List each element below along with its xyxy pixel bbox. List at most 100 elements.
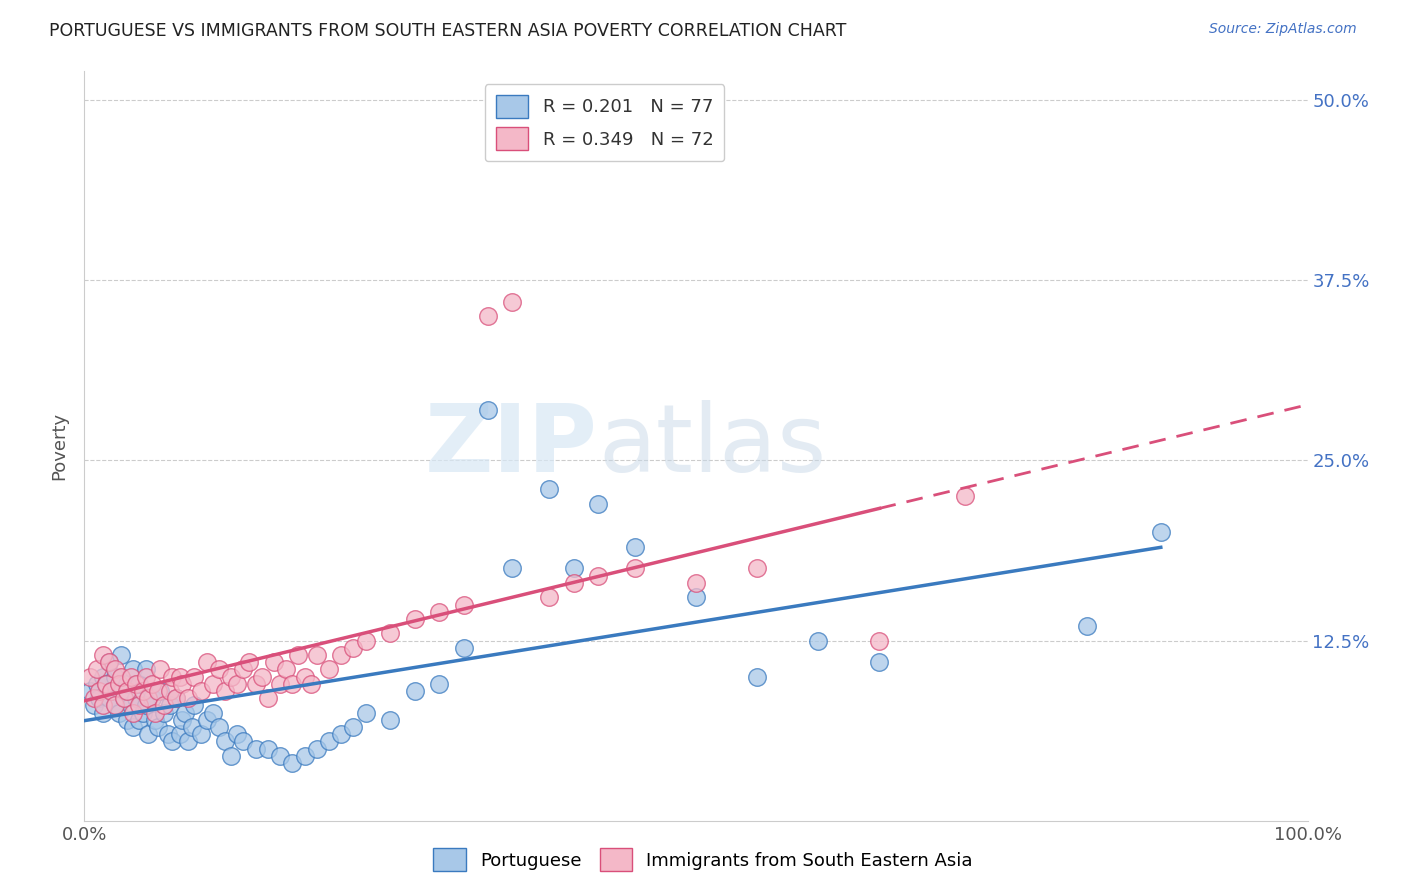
Point [169, 669, 191, 683]
Point [404, 684, 426, 698]
Point [318, 734, 340, 748]
Point [96, 677, 118, 691]
Point [232, 662, 254, 676]
Point [183, 698, 205, 713]
Point [226, 677, 249, 691]
Point [100, 684, 122, 698]
Point [318, 662, 340, 676]
Text: PORTUGUESE VS IMMIGRANTS FROM SOUTH EASTERN ASIA POVERTY CORRELATION CHART: PORTUGUESE VS IMMIGRANTS FROM SOUTH EAST… [49, 22, 846, 40]
Point [477, 310, 499, 324]
Point [502, 294, 524, 309]
Point [1150, 525, 1173, 540]
Point [104, 698, 127, 713]
Point [86, 662, 108, 676]
Point [97, 655, 120, 669]
Point [219, 669, 242, 683]
Point [107, 677, 129, 691]
Point [128, 713, 150, 727]
Point [287, 648, 309, 662]
Point [269, 677, 291, 691]
Point [342, 640, 364, 655]
Point [190, 727, 212, 741]
Point [91, 648, 114, 662]
Point [1076, 619, 1098, 633]
Point [79, 669, 101, 683]
Point [115, 684, 138, 698]
Point [136, 691, 159, 706]
Point [195, 655, 218, 669]
Point [263, 655, 285, 669]
Point [226, 727, 249, 741]
Point [83, 698, 105, 713]
Point [807, 633, 830, 648]
Point [502, 561, 524, 575]
Point [143, 713, 166, 727]
Point [97, 655, 120, 669]
Point [477, 403, 499, 417]
Point [276, 662, 298, 676]
Text: Source: ZipAtlas.com: Source: ZipAtlas.com [1209, 22, 1357, 37]
Point [173, 706, 195, 720]
Point [281, 677, 304, 691]
Point [305, 741, 328, 756]
Point [83, 691, 105, 706]
Point [141, 691, 163, 706]
Point [115, 677, 138, 691]
Point [97, 691, 120, 706]
Point [132, 706, 155, 720]
Point [104, 662, 127, 676]
Point [305, 648, 328, 662]
Point [128, 698, 150, 713]
Point [181, 720, 204, 734]
Point [354, 706, 377, 720]
Point [104, 669, 127, 683]
Point [685, 575, 707, 590]
Point [427, 605, 450, 619]
Point [87, 691, 110, 706]
Point [100, 684, 122, 698]
Point [110, 648, 132, 662]
Point [404, 612, 426, 626]
Point [143, 706, 166, 720]
Point [86, 677, 108, 691]
Point [354, 633, 377, 648]
Point [747, 669, 769, 683]
Point [162, 669, 184, 683]
Point [146, 720, 169, 734]
Point [453, 598, 475, 612]
Point [330, 727, 353, 741]
Point [79, 684, 101, 698]
Point [245, 677, 267, 691]
Point [747, 561, 769, 575]
Point [190, 684, 212, 698]
Point [132, 684, 155, 698]
Point [269, 748, 291, 763]
Point [153, 698, 176, 713]
Point [159, 698, 181, 713]
Point [120, 669, 142, 683]
Point [104, 698, 127, 713]
Point [380, 626, 402, 640]
Point [125, 691, 148, 706]
Point [183, 669, 205, 683]
Point [232, 734, 254, 748]
Point [294, 669, 316, 683]
Point [342, 720, 364, 734]
Point [953, 490, 976, 504]
Point [208, 662, 231, 676]
Point [153, 706, 176, 720]
Point [624, 540, 647, 554]
Point [169, 727, 191, 741]
Point [177, 691, 200, 706]
Point [146, 684, 169, 698]
Point [562, 575, 585, 590]
Point [91, 698, 114, 713]
Point [156, 727, 179, 741]
Point [330, 648, 353, 662]
Point [165, 691, 187, 706]
Point [96, 677, 118, 691]
Point [562, 561, 585, 575]
Point [250, 669, 273, 683]
Point [214, 734, 236, 748]
Point [538, 482, 561, 496]
